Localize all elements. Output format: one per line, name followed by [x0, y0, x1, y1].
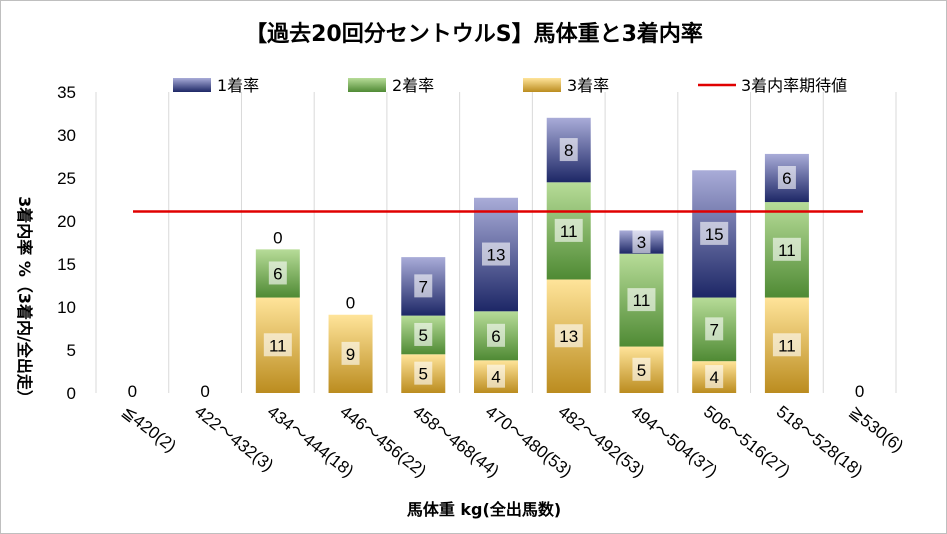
data-label-bg: [627, 288, 656, 312]
data-label-bg: [705, 317, 724, 341]
legend-swatch: [173, 78, 211, 92]
legend-label: 3着内率期待値: [741, 76, 847, 95]
data-label: 7: [709, 320, 718, 339]
data-label: 0: [855, 382, 864, 401]
y-tick-label: 25: [57, 169, 76, 188]
x-tick-label: ≦420(2): [118, 402, 180, 456]
data-label: 6: [782, 169, 791, 188]
legend-label: 2着率: [392, 76, 434, 95]
data-label: 0: [346, 294, 355, 313]
data-label-bg: [632, 230, 651, 254]
data-label-bg: [700, 221, 729, 245]
data-label-bg: [487, 364, 505, 388]
y-axis-title: 3着内率 %（3着内/全出走）: [15, 196, 34, 406]
legend-label: 1着率: [217, 76, 259, 95]
x-axis-title: 馬体重 kg(全出馬数): [407, 500, 561, 519]
data-label-bg: [850, 379, 869, 402]
y-tick-label: 5: [67, 341, 76, 360]
chart-title: 【過去20回分セントウルS】馬体重と3着内率: [245, 21, 703, 47]
data-label: 13: [559, 327, 578, 346]
data-label: 6: [273, 264, 282, 283]
data-labels: 0 0 11 6 0 9 0 5 5 7 4 6 13 13 11 8 5 11 3 4 7 15 11 11 6 0: [123, 138, 869, 402]
data-label-bg: [123, 379, 142, 402]
x-tick-group: ≧530(6): [845, 402, 907, 456]
legend-label: 3着率: [567, 76, 609, 95]
y-tick-label: 15: [57, 255, 76, 274]
legend: 1着率 2着率 3着率 3着内率期待値: [173, 76, 847, 95]
data-label-bg: [554, 324, 583, 348]
data-label-bg: [559, 138, 578, 162]
data-label-bg: [487, 323, 505, 347]
data-label: 15: [705, 225, 724, 244]
data-label: 8: [564, 141, 573, 160]
data-label: 9: [346, 345, 355, 364]
y-tick-label: 10: [57, 298, 76, 317]
data-label: 11: [633, 291, 651, 310]
x-tick-group: ≦420(2): [118, 402, 180, 456]
legend-swatch: [523, 78, 561, 92]
data-label: 5: [637, 361, 646, 380]
data-label-bg: [268, 225, 287, 249]
data-label: 7: [419, 277, 428, 296]
x-axis-categories: ≦420(2) 422～432(3)434～444(18)446～456(22)4…: [118, 402, 907, 481]
data-label: 0: [128, 382, 137, 401]
data-label: 13: [487, 246, 506, 265]
x-tick-group: 422～432(3): [191, 402, 277, 475]
data-label-bg: [705, 365, 724, 389]
x-tick-label: 422～432(3): [191, 402, 277, 475]
data-label-bg: [263, 333, 292, 357]
data-label-bg: [777, 166, 796, 189]
data-label: 11: [269, 336, 287, 355]
data-label: 3: [637, 233, 646, 252]
data-label-bg: [482, 242, 510, 266]
data-label: 5: [419, 326, 428, 345]
data-label: 6: [491, 327, 500, 346]
data-label-bg: [414, 322, 433, 346]
data-label: 4: [491, 368, 500, 387]
data-label-bg: [554, 218, 583, 242]
data-label-bg: [772, 333, 801, 357]
data-label: 0: [273, 228, 282, 247]
data-label-bg: [772, 237, 801, 261]
y-tick-label: 20: [57, 212, 76, 231]
data-label-bg: [341, 341, 360, 365]
data-label: 11: [778, 336, 796, 355]
x-tick-label: ≧530(6): [845, 402, 907, 456]
y-tick-label: 35: [57, 83, 76, 102]
data-label-bg: [414, 361, 433, 385]
data-label-bg: [341, 290, 360, 314]
data-label-bg: [196, 379, 215, 402]
data-label-bg: [632, 357, 651, 381]
data-label: 11: [778, 241, 796, 260]
y-tick-label: 0: [67, 384, 76, 403]
y-tick-label: 30: [57, 126, 76, 145]
data-label: 11: [560, 222, 578, 241]
data-label-bg: [414, 274, 433, 298]
data-label-bg: [268, 261, 287, 285]
data-label: 5: [419, 365, 428, 384]
gridlines: [95, 92, 897, 393]
data-label: 4: [709, 368, 718, 387]
y-axis-ticks: 0 5 10 15 20 25 30 35: [57, 83, 76, 403]
legend-swatch: [348, 78, 386, 92]
data-label: 0: [200, 382, 209, 401]
